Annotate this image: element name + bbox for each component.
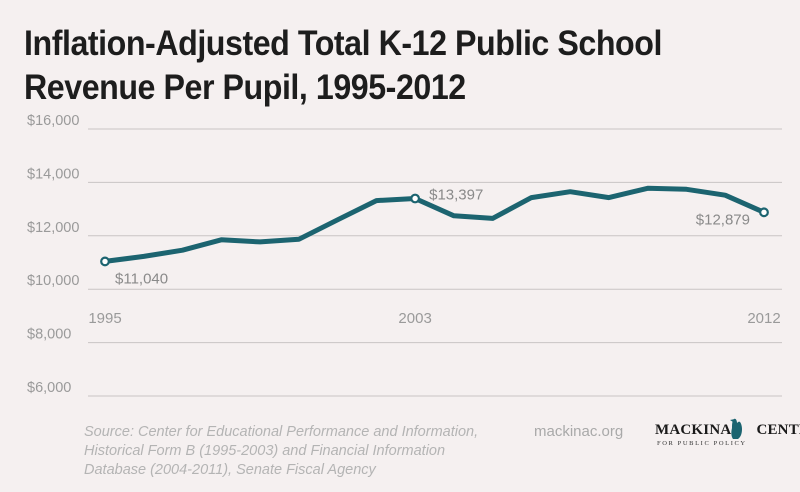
marker-1995 (100, 256, 110, 267)
series-line (102, 185, 767, 264)
marker-2012 (759, 207, 769, 218)
logo-name-left: MACKINAC (655, 422, 743, 438)
x-tick-label: 1995 (88, 310, 121, 327)
y-tick-label: $12,000 (27, 220, 79, 236)
grid-lines (88, 128, 782, 397)
chart-title: Inflation-Adjusted Total K-12 Public Sch… (24, 22, 668, 110)
mackinac-center-logo: MACKINAC CENTER FOR PUBLIC POLICY (655, 418, 800, 454)
y-tick-label: $6,000 (27, 380, 71, 396)
x-tick-label: 2003 (398, 310, 431, 327)
x-tick-label: 2012 (747, 310, 780, 327)
y-tick-label: $16,000 (27, 113, 79, 129)
data-label-2012: $12,879 (696, 211, 750, 228)
data-label-2003: $13,397 (429, 187, 483, 204)
x-axis-tick-labels: 1995 2003 2012 (88, 310, 780, 327)
logo-subtitle: FOR PUBLIC POLICY (657, 440, 747, 447)
logo-name: MACKINAC CENTER (655, 422, 800, 439)
chart-title-line-2: Revenue Per Pupil, 1995-2012 (24, 68, 466, 107)
y-axis-tick-labels: $6,000 $8,000 $10,000 $12,000 $14,000 $16,000 (27, 113, 79, 396)
data-label-1995: $11,040 (115, 270, 168, 287)
chart-title-line-1: Inflation-Adjusted Total K-12 Public Sch… (24, 24, 662, 63)
logo-name-right: CENTER (756, 422, 800, 438)
y-tick-label: $14,000 (27, 166, 79, 182)
michigan-mitten-icon (730, 418, 742, 439)
marked-points: $11,040 $13,397 $12,879 (100, 187, 769, 287)
source-note: Source: Center for Educational Performan… (84, 424, 479, 478)
y-tick-label: $10,000 (27, 273, 79, 289)
marker-2003 (410, 193, 421, 204)
series-revenue-per-pupil (102, 185, 767, 264)
site-url[interactable]: mackinac.org (534, 423, 624, 440)
y-tick-label: $8,000 (27, 327, 71, 343)
